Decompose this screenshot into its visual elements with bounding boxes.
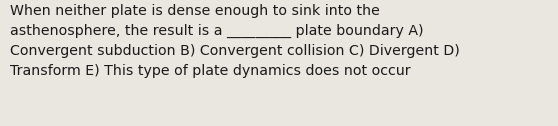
Text: When neither plate is dense enough to sink into the
asthenosphere, the result is: When neither plate is dense enough to si… (10, 4, 460, 78)
